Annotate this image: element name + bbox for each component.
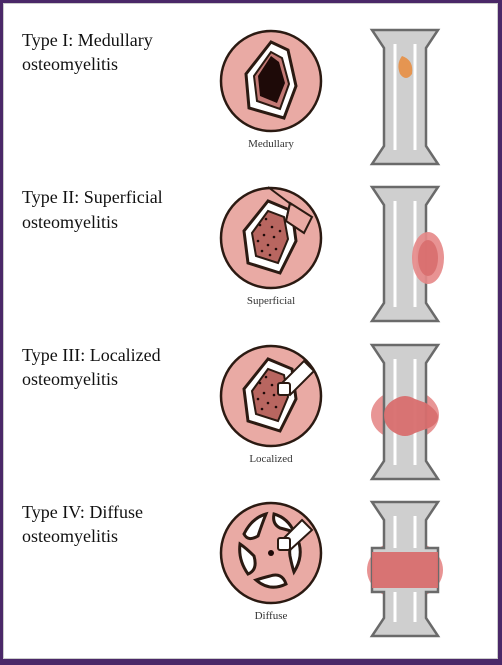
diagram-frame: Type I: Medullary osteomyelitis Medullar… — [3, 3, 498, 659]
row-type-2: Type II: Superficial osteomyelitis Super… — [22, 183, 479, 333]
cross-section-type-2: Superficial — [206, 183, 336, 307]
cross-svg-localized — [216, 341, 326, 451]
long-bone-type-3 — [350, 341, 460, 483]
caption-type-1: Medullary — [248, 138, 294, 150]
long-bone-type-4 — [350, 498, 460, 640]
caption-type-3: Localized — [249, 453, 292, 465]
caption-type-2: Superficial — [247, 295, 295, 307]
label-type-1: Type I: Medullary osteomyelitis — [22, 26, 192, 77]
label-type-3: Type III: Localized osteomyelitis — [22, 341, 192, 392]
long-bone-type-2 — [350, 183, 460, 325]
cross-svg-diffuse — [216, 498, 326, 608]
long-svg-medullary — [362, 26, 448, 168]
long-svg-superficial — [362, 183, 448, 325]
caption-type-4: Diffuse — [255, 610, 288, 622]
cross-svg-superficial — [216, 183, 326, 293]
row-type-1: Type I: Medullary osteomyelitis Medullar… — [22, 26, 479, 176]
long-svg-diffuse — [362, 498, 448, 640]
cross-section-type-4: Diffuse — [206, 498, 336, 622]
long-bone-type-1 — [350, 26, 460, 168]
cross-section-type-3: Localized — [206, 341, 336, 465]
cross-svg-medullary — [216, 26, 326, 136]
long-svg-localized — [362, 341, 448, 483]
row-type-3: Type III: Localized osteomyelitis Locali… — [22, 341, 479, 491]
label-type-2: Type II: Superficial osteomyelitis — [22, 183, 192, 234]
cross-section-type-1: Medullary — [206, 26, 336, 150]
row-type-4: Type IV: Diffuse osteomyelitis Diffuse — [22, 498, 479, 648]
label-type-4: Type IV: Diffuse osteomyelitis — [22, 498, 192, 549]
